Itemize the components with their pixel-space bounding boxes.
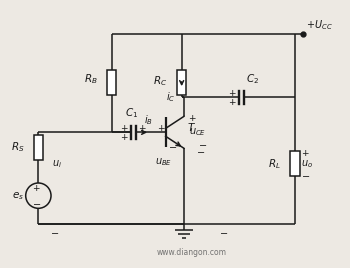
Text: $R_B$: $R_B$: [84, 72, 98, 86]
Text: $R_L$: $R_L$: [268, 157, 281, 171]
Text: $u_{CE}$: $u_{CE}$: [189, 126, 206, 138]
Text: $u_i$: $u_i$: [52, 158, 62, 170]
Text: $+U_{CC}$: $+U_{CC}$: [306, 18, 333, 32]
Bar: [107, 70, 116, 95]
Text: $+$: $+$: [188, 113, 197, 123]
Text: $i_B$: $i_B$: [144, 114, 153, 127]
Text: $+$: $+$: [120, 132, 128, 142]
Text: $-$: $-$: [219, 227, 229, 237]
Text: $i_C$: $i_C$: [166, 91, 176, 105]
Text: $-$: $-$: [32, 198, 41, 208]
Text: $-$: $-$: [50, 227, 60, 237]
Text: $e_s$: $e_s$: [12, 190, 25, 202]
Text: $+$: $+$: [228, 88, 237, 98]
Text: $R_S$: $R_S$: [11, 140, 24, 154]
Text: $R_C$: $R_C$: [153, 74, 168, 88]
Text: $-$: $-$: [198, 139, 207, 149]
Bar: [290, 151, 300, 177]
Bar: [177, 70, 186, 95]
Text: www.diangon.com: www.diangon.com: [157, 248, 227, 257]
Text: $+$: $+$: [158, 123, 166, 133]
Text: $C_2$: $C_2$: [246, 72, 259, 86]
Text: $-$: $-$: [168, 141, 177, 151]
Text: $T$: $T$: [187, 121, 196, 133]
Text: $+$: $+$: [301, 148, 309, 158]
Text: $u_{BE}$: $u_{BE}$: [155, 156, 173, 168]
Text: $+$: $+$: [33, 183, 41, 193]
Text: $u_o$: $u_o$: [301, 158, 313, 170]
Text: $-$: $-$: [196, 146, 205, 156]
Text: $+$: $+$: [120, 123, 128, 133]
Text: $+$: $+$: [228, 97, 237, 107]
Text: $C_1$: $C_1$: [125, 106, 138, 120]
Text: $-$: $-$: [301, 170, 310, 180]
Text: $+$: $+$: [138, 123, 147, 133]
Bar: [34, 135, 43, 160]
